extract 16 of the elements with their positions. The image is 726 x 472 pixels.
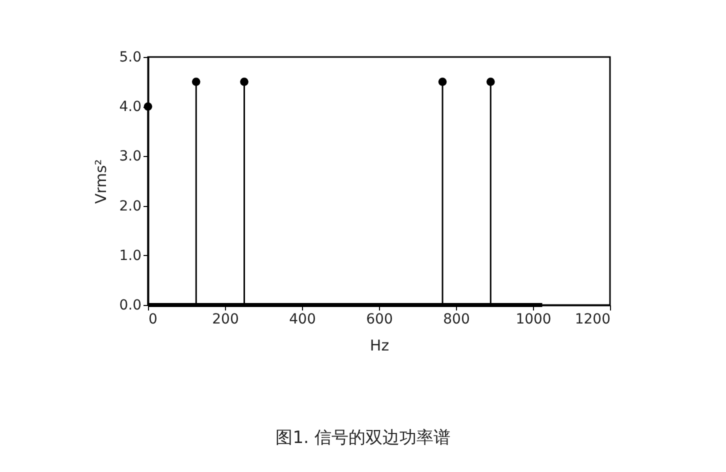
x-tick-label: 1000 <box>516 312 552 328</box>
y-tick-label: 0.0 <box>119 298 142 314</box>
x-tick-label: 800 <box>443 312 470 328</box>
y-axis-title: Vrms² <box>92 159 110 204</box>
x-tick-label: 400 <box>289 312 316 328</box>
x-tick-label: 0 <box>148 312 158 328</box>
x-tick-label: 600 <box>366 312 393 328</box>
caption: 图1. 信号的双边功率谱 <box>276 428 450 448</box>
y-tick-label: 4.0 <box>119 99 142 116</box>
y-tick-label: 5.0 <box>119 50 142 66</box>
x-axis-title: Hz <box>370 336 390 354</box>
x-tick-label: 1200 <box>574 312 610 328</box>
y-tick-label: 1.0 <box>119 248 142 264</box>
y-tick-label: 2.0 <box>119 198 142 214</box>
x-tick-label: 200 <box>212 312 239 328</box>
y-tick-label: 3.0 <box>119 148 142 165</box>
